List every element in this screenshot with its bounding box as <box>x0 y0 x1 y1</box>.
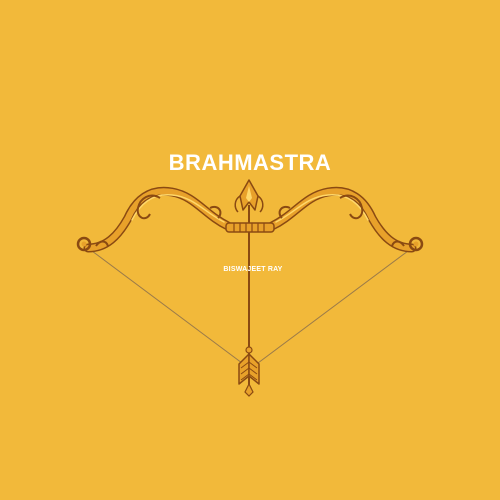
arrowhead <box>234 179 264 213</box>
bowstring-left <box>87 247 247 367</box>
arrow-fletching <box>238 346 260 397</box>
bowstring-right <box>253 247 413 367</box>
author-name: BISWAJEET RAY <box>223 266 283 273</box>
bow-left-limb <box>76 186 233 253</box>
bow-grip <box>225 222 275 233</box>
book-title: BRAHMASTRA <box>168 150 332 175</box>
bow-right-limb <box>267 186 424 253</box>
